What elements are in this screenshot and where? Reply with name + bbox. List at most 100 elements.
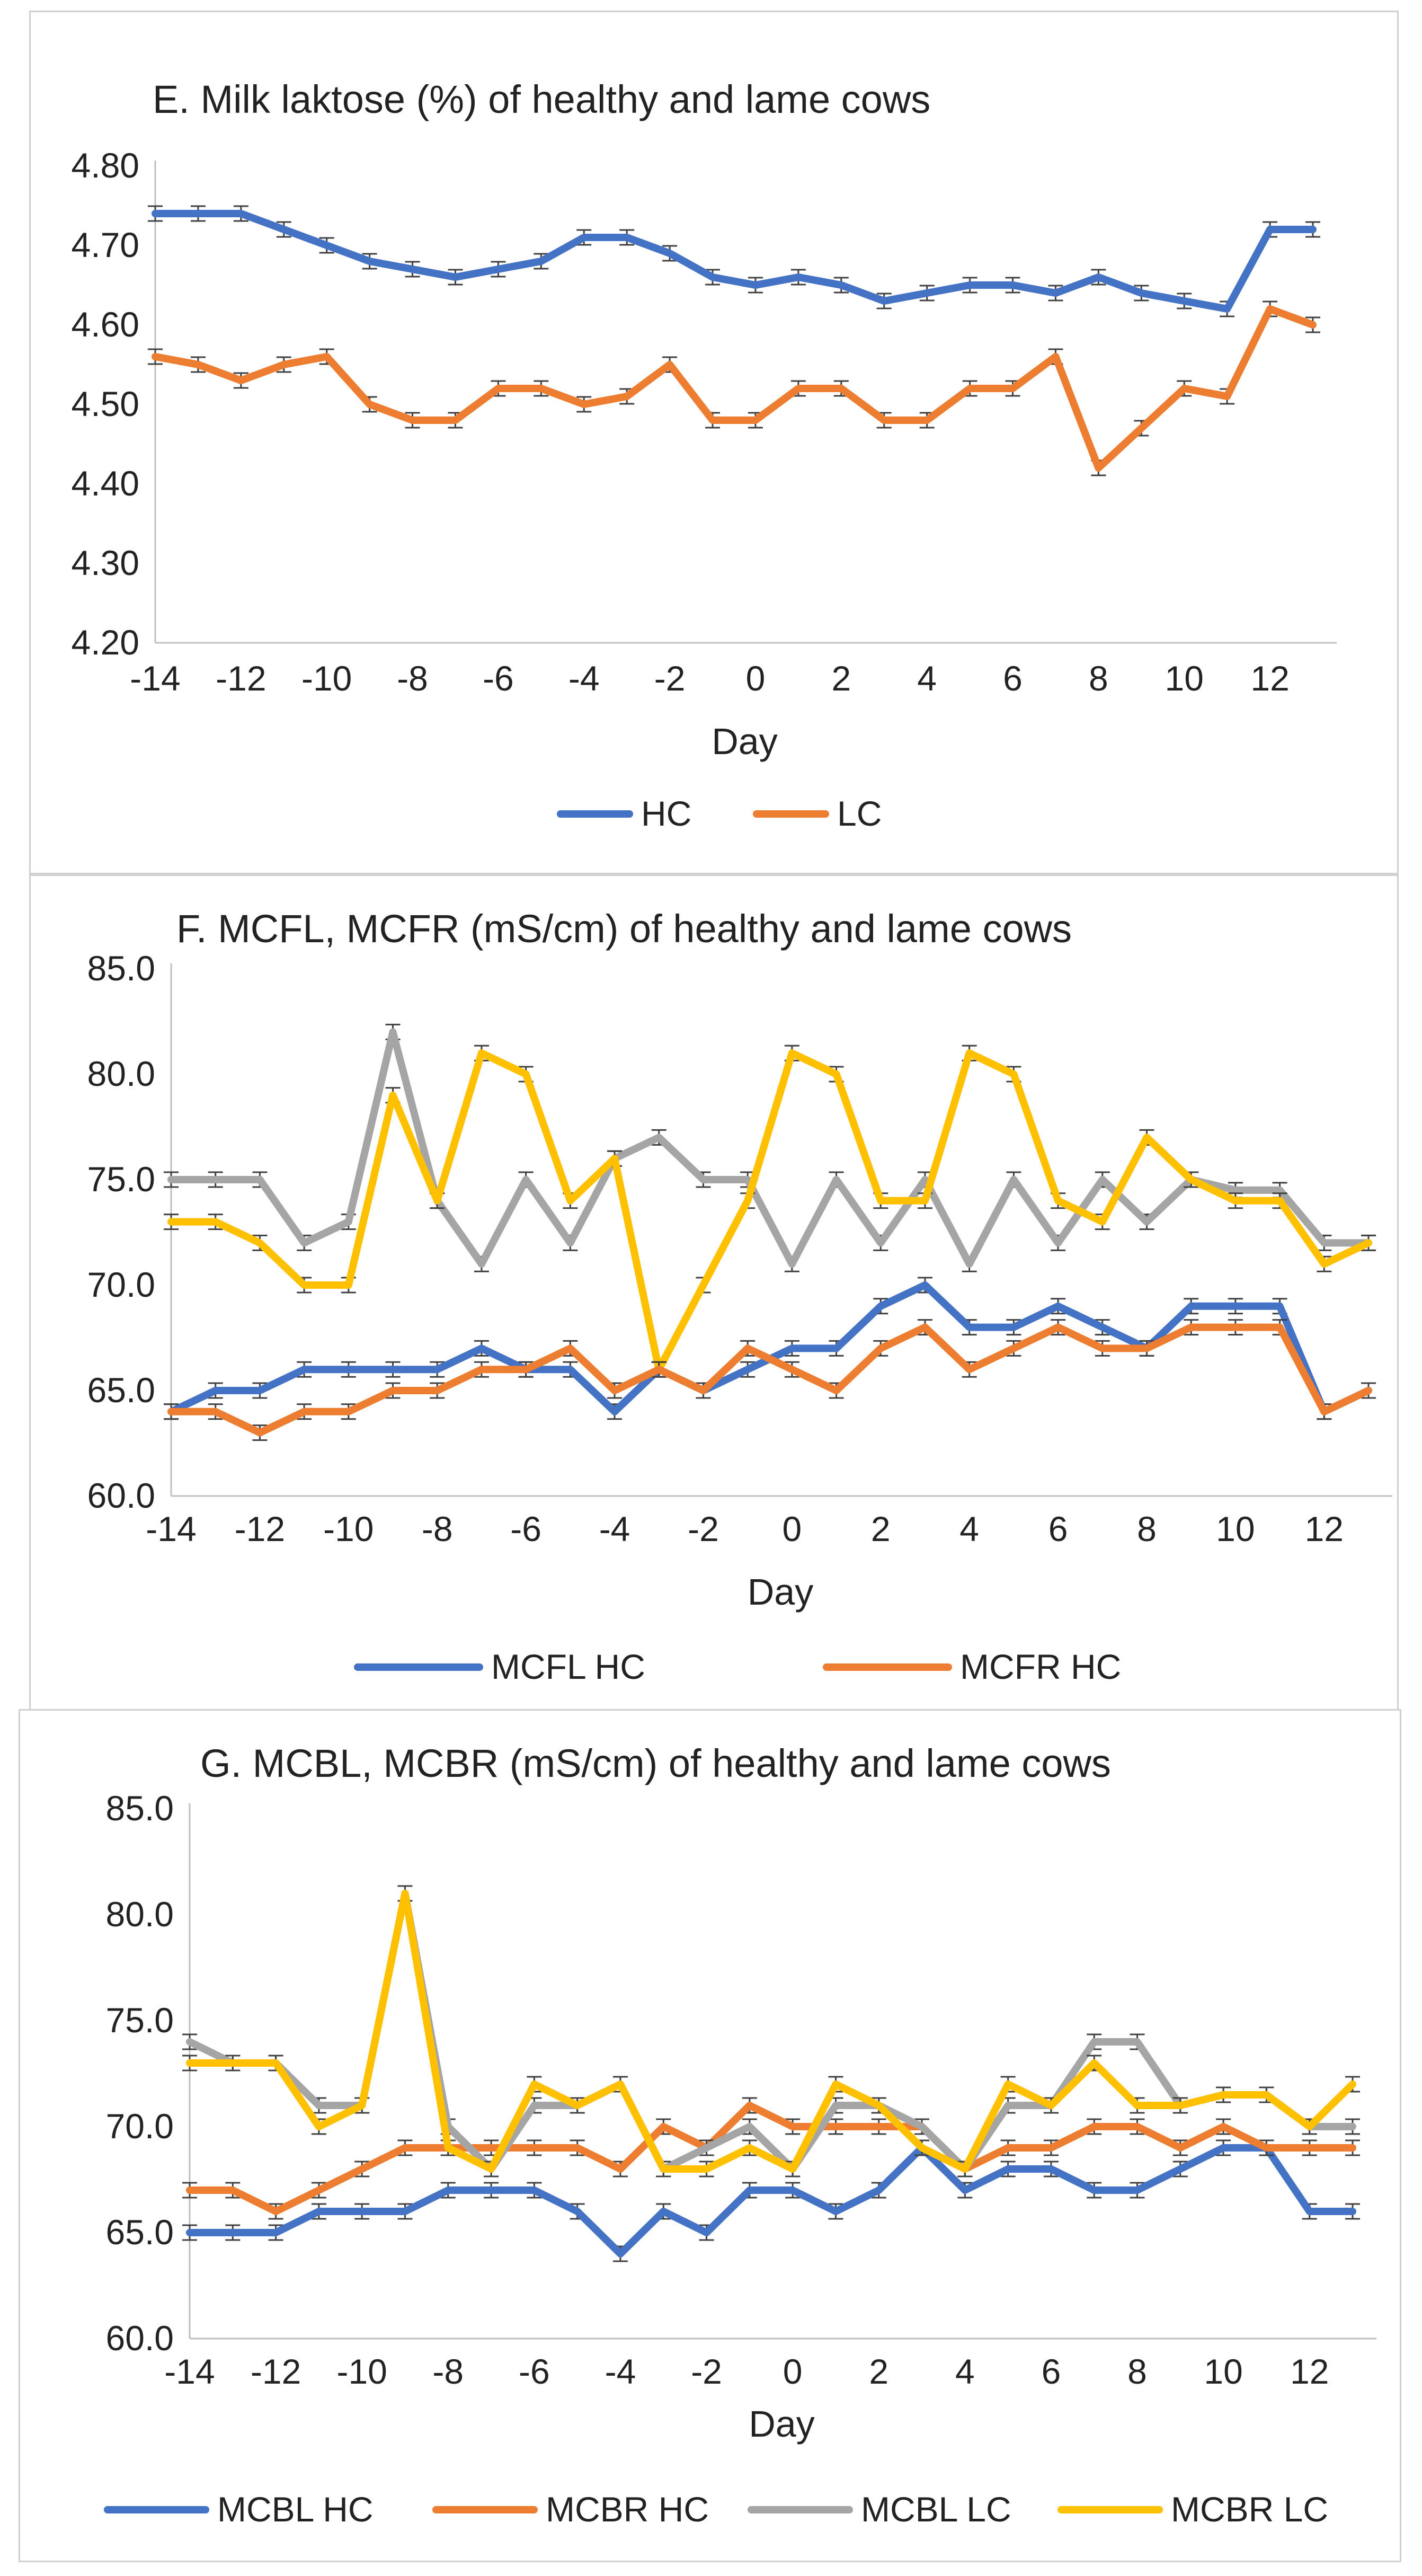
x-tick-label: 8 [1089, 659, 1108, 698]
x-tick-label: -10 [336, 2352, 387, 2391]
x-axis-title: Day [748, 1571, 813, 1613]
y-tick-label: 4.40 [72, 464, 139, 503]
x-tick-label: 2 [869, 2352, 888, 2391]
legend-label: MCBL HC [217, 2490, 374, 2529]
x-tick-label: -12 [251, 2352, 301, 2391]
series-mcfl-hc [164, 1277, 1376, 1420]
y-tick-label: 75.0 [106, 2000, 174, 2040]
x-tick-label: -4 [605, 2352, 636, 2391]
x-tick-label: 0 [783, 2352, 803, 2391]
data-line [167, 1028, 1372, 1268]
x-tick-label: -4 [599, 1509, 630, 1548]
x-tick-label: 6 [1042, 2352, 1061, 2391]
x-tick-label: 4 [917, 659, 937, 698]
chart-title: E. Milk laktose (%) of healthy and lame … [153, 77, 930, 121]
y-tick-label: 70.0 [106, 2106, 174, 2146]
mcf-chart: F. MCFL, MCFR (mS/cm) of healthy and lam… [87, 907, 1392, 1686]
x-axis-title: Day [712, 721, 777, 762]
chart-title: G. MCBL, MCBR (mS/cm) of healthy and lam… [200, 1741, 1111, 1785]
x-tick-label: -4 [568, 659, 600, 698]
legend-label: HC [641, 794, 691, 833]
x-tick-label: 12 [1305, 1509, 1344, 1548]
y-tick-label: 60.0 [87, 1476, 155, 1515]
x-tick-label: 12 [1250, 659, 1289, 698]
chart-panel-e: E. Milk laktose (%) of healthy and lame … [29, 11, 1399, 874]
x-tick-label: -2 [691, 2352, 722, 2391]
legend-label: MCBR HC [546, 2490, 709, 2529]
y-tick-label: 80.0 [106, 1895, 174, 1934]
x-tick-label: -6 [483, 659, 514, 698]
laktose-chart: E. Milk laktose (%) of healthy and lame … [72, 77, 1337, 833]
series-mcbl-hc [182, 2139, 1360, 2262]
data-line [152, 210, 1317, 313]
chart-title: F. MCFL, MCFR (mS/cm) of healthy and lam… [176, 907, 1072, 951]
x-tick-label: -6 [510, 1509, 541, 1548]
x-tick-label: 10 [1216, 1509, 1255, 1548]
y-tick-label: 80.0 [87, 1054, 155, 1093]
x-tick-label: 0 [782, 1509, 802, 1548]
data-line [167, 1281, 1372, 1415]
x-tick-label: -14 [164, 2352, 215, 2391]
series-mcbr-lc [182, 1885, 1360, 2177]
data-line [152, 305, 1317, 472]
legend-label: LC [837, 794, 882, 833]
x-tick-label: -2 [688, 1509, 719, 1548]
y-tick-label: 65.0 [87, 1370, 155, 1410]
x-tick-label: -8 [432, 2352, 464, 2391]
x-tick-label: -12 [235, 1509, 285, 1548]
data-line [186, 1890, 1356, 2173]
series-mcbl-lc [182, 1885, 1360, 2177]
y-tick-label: 65.0 [106, 2212, 174, 2252]
legend-label: MCFL HC [491, 1647, 645, 1686]
series-mcfr-lc [164, 1044, 1376, 1378]
x-tick-label: -6 [519, 2352, 550, 2391]
y-tick-label: 4.80 [72, 146, 139, 185]
y-tick-label: 4.60 [72, 305, 139, 344]
chart-panel-g: G. MCBL, MCBR (mS/cm) of healthy and lam… [19, 1709, 1401, 2562]
legend-label: MCBL LC [861, 2490, 1011, 2529]
series-mcfl-lc [164, 1023, 1376, 1272]
y-tick-label: 60.0 [106, 2318, 174, 2358]
x-tick-label: -8 [397, 659, 428, 698]
x-tick-label: -10 [323, 1509, 374, 1548]
legend-label: MCFR HC [960, 1647, 1121, 1686]
series-hc [148, 205, 1320, 317]
data-line [167, 1323, 1372, 1437]
x-tick-label: 4 [959, 1509, 979, 1548]
data-line [186, 1890, 1356, 2173]
x-tick-label: -8 [422, 1509, 453, 1548]
y-tick-label: 4.70 [72, 225, 139, 264]
x-tick-label: -14 [146, 1509, 196, 1548]
series-mcfr-hc [164, 1319, 1376, 1441]
x-tick-label: 8 [1127, 2352, 1147, 2391]
mcb-chart: G. MCBL, MCBR (mS/cm) of healthy and lam… [104, 1741, 1376, 2529]
y-tick-label: 4.30 [72, 543, 139, 582]
x-tick-label: -12 [216, 659, 266, 698]
x-tick-label: 10 [1204, 2352, 1242, 2391]
y-tick-label: 85.0 [87, 949, 155, 988]
x-tick-label: 4 [955, 2352, 975, 2391]
y-tick-label: 70.0 [87, 1265, 155, 1304]
x-tick-label: 6 [1003, 659, 1023, 698]
x-tick-label: -14 [130, 659, 180, 698]
x-axis-title: Day [749, 2403, 814, 2445]
x-tick-label: 2 [871, 1509, 891, 1548]
y-tick-label: 75.0 [87, 1159, 155, 1199]
x-tick-label: -2 [654, 659, 686, 698]
data-line [167, 1049, 1372, 1374]
x-tick-label: 0 [746, 659, 766, 698]
y-tick-label: 4.20 [72, 623, 139, 662]
y-tick-label: 4.50 [72, 384, 139, 423]
x-tick-label: -10 [301, 659, 352, 698]
chart-panel-f: F. MCFL, MCFR (mS/cm) of healthy and lam… [29, 874, 1399, 1717]
y-tick-label: 85.0 [106, 1789, 174, 1828]
x-tick-label: 8 [1137, 1509, 1157, 1548]
x-tick-label: 2 [831, 659, 851, 698]
series-lc [148, 300, 1320, 476]
data-line [186, 2102, 1356, 2215]
x-tick-label: 12 [1290, 2352, 1329, 2391]
legend-label: MCBR LC [1171, 2490, 1328, 2529]
x-tick-label: 6 [1048, 1509, 1068, 1548]
x-tick-label: 10 [1165, 659, 1204, 698]
data-line [186, 2144, 1356, 2258]
